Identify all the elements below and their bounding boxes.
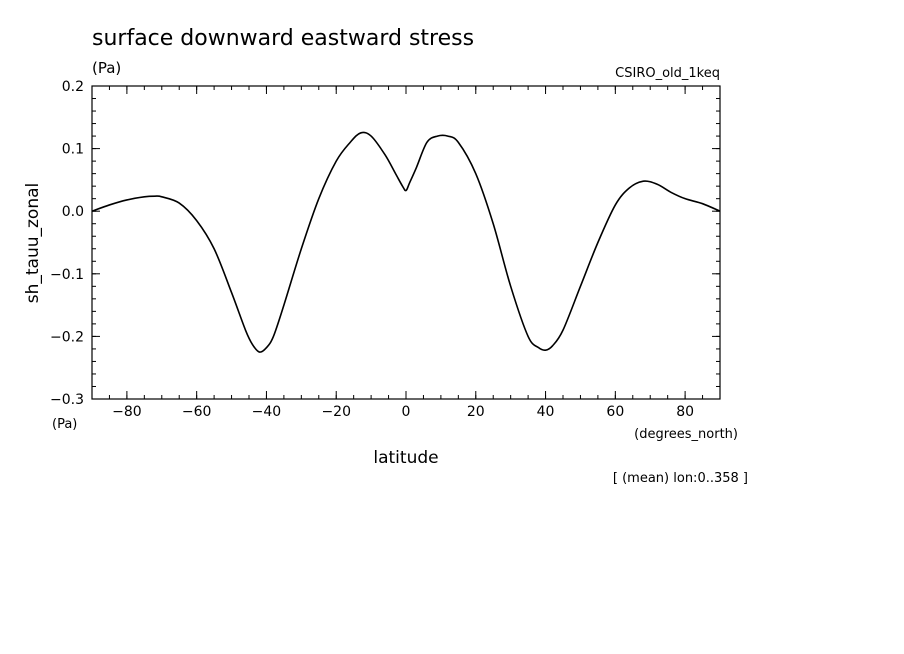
y-tick-label: −0.1 <box>50 267 84 283</box>
title-units: (Pa) <box>92 59 121 77</box>
model-label: CSIRO_old_1keq <box>615 66 720 81</box>
x-tick-label: 40 <box>537 404 555 420</box>
x-tick-label: −40 <box>252 404 282 420</box>
x-tick-label: 20 <box>467 404 485 420</box>
x-tick-label: −60 <box>182 404 212 420</box>
x-tick-label: −20 <box>321 404 351 420</box>
x-axis-ticks <box>91 86 721 399</box>
y-tick-label: 0.0 <box>62 204 84 220</box>
y-tick-label: 0.1 <box>62 142 84 158</box>
x-axis-tick-labels: −80 −60 −40 −20 0 20 40 60 80 <box>112 404 694 420</box>
x-axis-label: latitude <box>373 448 438 468</box>
x-tick-label: 0 <box>402 404 411 420</box>
x-tick-label: −80 <box>112 404 142 420</box>
x-tick-label: 80 <box>676 404 694 420</box>
y-axis-tick-labels: −0.3 −0.2 −0.1 0.0 0.1 0.2 <box>50 79 84 408</box>
y-tick-label: 0.2 <box>62 79 84 95</box>
y-axis-ticks <box>92 85 720 400</box>
y-tick-label: −0.2 <box>50 329 84 345</box>
y-tick-label: −0.3 <box>50 392 84 408</box>
x-axis-units: (degrees_north) <box>634 427 738 442</box>
footnote: [ (mean) lon:0..358 ] <box>613 471 748 486</box>
x-tick-label: 60 <box>606 404 624 420</box>
chart-title: surface downward eastward stress <box>92 26 474 51</box>
series-line <box>91 131 721 353</box>
plot-frame <box>91 85 721 400</box>
y-axis-label: sh_tauu_zonal <box>23 183 43 304</box>
y-axis-units: (Pa) <box>52 417 77 432</box>
